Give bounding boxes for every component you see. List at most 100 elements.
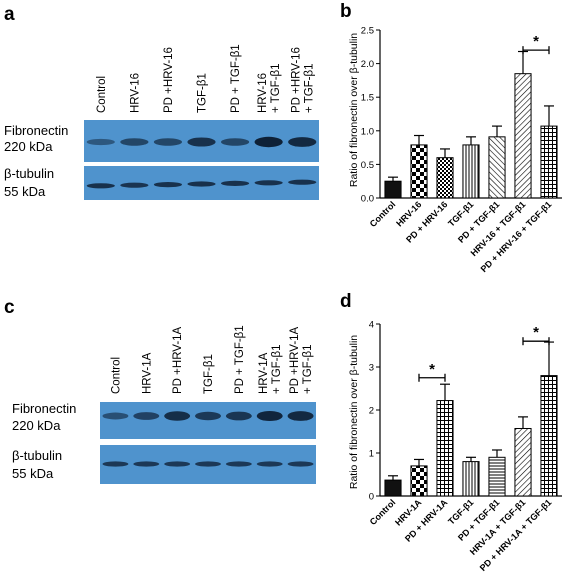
fibronectin-band xyxy=(164,411,191,421)
lane-label: Control xyxy=(110,357,122,394)
fibronectin-label-line1: Fibronectin xyxy=(12,401,76,416)
panel-letter-a: a xyxy=(4,4,15,25)
tubulin-band xyxy=(256,461,283,467)
bar-chart-b: Ratio of fibronectin over β-tubulin 0.0 0… xyxy=(348,26,562,274)
tubulin-bands xyxy=(102,461,314,467)
bar xyxy=(540,125,558,199)
panel-letter-b: b xyxy=(340,1,352,22)
lane-label: HRV-16 xyxy=(257,73,269,113)
fibronectin-bands xyxy=(86,136,317,148)
tubulin-label-line1: β-tubulin xyxy=(12,448,62,463)
tubulin-band xyxy=(133,461,160,467)
lane-labels: Control HRV-1A PD +HRV-1A TGF-β1 PD + TGF-β1… xyxy=(110,325,314,394)
y-tick-label: 0.5 xyxy=(361,160,374,171)
bar xyxy=(540,375,558,497)
fibronectin-band xyxy=(256,410,283,422)
panel-letter-d: d xyxy=(340,291,352,312)
fibronectin-band xyxy=(225,411,252,421)
tubulin-band xyxy=(187,181,216,187)
lane-label: HRV-1A xyxy=(258,352,270,394)
y-axis-title: Ratio of fibronectin over β-tubulin xyxy=(348,33,360,187)
tubulin-band xyxy=(195,461,221,467)
fibronectin-band xyxy=(120,138,149,146)
panel-letter-c: c xyxy=(4,297,15,318)
bar xyxy=(462,144,480,199)
bar xyxy=(410,144,428,199)
fibronectin-band xyxy=(102,412,129,420)
y-tick-label: 1 xyxy=(369,449,374,460)
lane-label: PD +HRV-16 xyxy=(291,47,303,113)
fibronectin-band xyxy=(220,138,250,146)
tubulin-band xyxy=(288,179,317,185)
y-tick-label: 1.0 xyxy=(361,126,374,137)
lane-label: + TGF-β1 xyxy=(302,344,314,394)
lane-label: TGF-β1 xyxy=(197,73,209,113)
fibronectin-band xyxy=(86,138,115,146)
fibronectin-label-line2: 220 kDa xyxy=(12,418,61,433)
y-tick-label: 3 xyxy=(369,363,374,374)
y-tick-label: 0 xyxy=(369,492,374,503)
tubulin-band xyxy=(86,183,115,189)
lane-label: PD +HRV-16 xyxy=(163,47,175,113)
western-blot-c: Control HRV-1A PD +HRV-1A TGF-β1 PD + TGF-β1… xyxy=(12,325,316,484)
significance-star: * xyxy=(429,361,435,378)
lane-label: Control xyxy=(96,76,108,113)
western-blot-a: Control HRV-16 PD +HRV-16 TGF-β1 PD + TGF-β1… xyxy=(4,44,319,200)
bar xyxy=(488,456,506,497)
bars: * xyxy=(384,33,558,199)
lane-label: PD + TGF-β1 xyxy=(230,44,242,113)
significance-star: * xyxy=(533,324,539,341)
fibronectin-band xyxy=(133,412,160,420)
bar xyxy=(514,427,532,497)
lane-label: TGF-β1 xyxy=(203,354,215,394)
y-tick-label: 0.0 xyxy=(361,194,374,205)
fibronectin-blot xyxy=(100,402,316,439)
fibronectin-label-line2: 220 kDa xyxy=(4,139,53,154)
bars: ** xyxy=(384,324,558,497)
y-tick-label: 2.5 xyxy=(361,26,374,37)
bar xyxy=(462,461,480,497)
bar xyxy=(514,73,532,199)
fibronectin-label-line1: Fibronectin xyxy=(4,123,68,138)
bar xyxy=(436,157,454,199)
tubulin-band xyxy=(220,180,250,186)
tubulin-band xyxy=(287,461,314,467)
bar xyxy=(384,180,402,199)
lane-label: PD +HRV-1A xyxy=(289,326,301,394)
fibronectin-band xyxy=(288,137,317,147)
tubulin-label-line1: β-tubulin xyxy=(4,166,54,181)
tubulin-label-line2: 55 kDa xyxy=(12,466,54,481)
fibronectin-band xyxy=(287,411,314,421)
fibronectin-band xyxy=(195,411,221,421)
tubulin-band xyxy=(102,461,129,467)
lane-labels: Control HRV-16 PD +HRV-16 TGF-β1 PD + TGF-β1… xyxy=(96,44,316,113)
lane-label: PD + TGF-β1 xyxy=(234,325,246,394)
lane-label: HRV-1A xyxy=(141,352,153,394)
lane-label: HRV-16 xyxy=(129,73,141,113)
tubulin-bands xyxy=(86,179,317,189)
axes: 0 1 2 3 4 xyxy=(369,320,562,503)
fibronectin-band xyxy=(254,136,283,148)
tubulin-label-line2: 55 kDa xyxy=(4,184,46,199)
bar xyxy=(436,400,454,497)
y-tick-label: 2 xyxy=(369,406,374,417)
fibronectin-bands xyxy=(102,410,314,422)
tubulin-band xyxy=(225,461,252,467)
bar-chart-d: Ratio of fibronectin over β-tubulin 0 1 2 3… xyxy=(348,320,562,573)
fibronectin-band xyxy=(187,137,216,147)
y-tick-label: 1.5 xyxy=(361,93,374,104)
tubulin-band xyxy=(153,182,183,188)
lane-label: + TGF-β1 xyxy=(270,63,282,113)
tubulin-band xyxy=(120,182,149,188)
bar xyxy=(384,479,402,497)
y-tick-label: 4 xyxy=(369,320,374,331)
fibronectin-band xyxy=(153,138,183,146)
tubulin-band xyxy=(254,180,283,186)
lane-label: + TGF-β1 xyxy=(271,344,283,394)
lane-label: + TGF-β1 xyxy=(304,63,316,113)
lane-label: PD +HRV-1A xyxy=(172,326,184,394)
y-tick-label: 2.0 xyxy=(361,59,374,70)
